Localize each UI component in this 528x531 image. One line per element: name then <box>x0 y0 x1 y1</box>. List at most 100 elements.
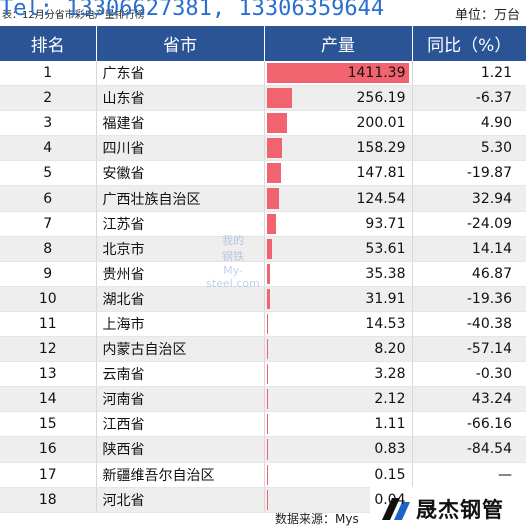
province-cell: 河北省 <box>96 487 265 513</box>
output-cell: 8.20 <box>264 336 413 363</box>
output-bar <box>266 489 268 510</box>
province-cell: 广东省 <box>96 61 265 87</box>
output-value: 200.01 <box>356 115 406 132</box>
data-source-label: 数据来源：Mys <box>275 512 359 526</box>
province-cell: 河南省 <box>96 386 265 413</box>
output-bar <box>266 213 276 234</box>
output-cell: 14.53 <box>264 311 413 338</box>
output-value: 1.11 <box>374 416 406 433</box>
rank-cell: 8 <box>0 236 97 262</box>
rank-cell: 16 <box>0 436 97 463</box>
table-row: 16 陕西省 0.83 -84.54 <box>0 436 526 463</box>
province-cell: 贵州省 <box>96 261 265 287</box>
output-value: 93.71 <box>365 215 406 232</box>
province-cell: 安徽省 <box>96 160 265 187</box>
yoy-cell: -24.09 <box>412 211 526 237</box>
table-row: 13 云南省 3.28 -0.30 <box>0 361 526 388</box>
yoy-cell: 4.90 <box>412 110 526 137</box>
rank-cell: 2 <box>0 85 97 112</box>
output-bar <box>266 263 271 284</box>
output-value: 8.20 <box>374 341 406 358</box>
yoy-cell: 32.94 <box>412 185 526 212</box>
output-cell: 31.91 <box>264 286 413 312</box>
province-cell: 内蒙古自治区 <box>96 336 265 363</box>
rank-cell: 3 <box>0 110 97 137</box>
province-cell: 江苏省 <box>96 211 265 237</box>
output-bar <box>266 188 279 209</box>
yoy-cell: — <box>412 462 526 488</box>
table-row: 1 广东省 1411.39 1.21 <box>0 61 526 87</box>
output-cell: 256.19 <box>264 85 413 112</box>
province-cell: 江西省 <box>96 411 265 438</box>
output-cell: 200.01 <box>264 110 413 137</box>
output-bar <box>266 63 409 84</box>
rank-cell: 11 <box>0 311 97 338</box>
logo-mark-icon <box>382 498 410 520</box>
table-row: 12 内蒙古自治区 8.20 -57.14 <box>0 336 526 363</box>
yoy-cell: -84.54 <box>412 436 526 463</box>
col-header-province: 省市 <box>96 26 265 61</box>
output-cell: 1411.39 <box>264 61 413 87</box>
province-cell: 北京市 <box>96 236 265 262</box>
table-row: 5 安徽省 147.81 -19.87 <box>0 160 526 187</box>
output-value: 124.54 <box>356 190 406 207</box>
rank-cell: 13 <box>0 361 97 388</box>
rank-cell: 7 <box>0 211 97 237</box>
yoy-cell: 5.30 <box>412 135 526 162</box>
output-value: 14.53 <box>365 315 406 332</box>
yoy-cell: 46.87 <box>412 261 526 287</box>
output-value: 0.83 <box>374 441 406 458</box>
output-bar <box>266 339 268 360</box>
output-bar <box>266 364 268 385</box>
table-row: 2 山东省 256.19 -6.37 <box>0 85 526 112</box>
yoy-cell: -6.37 <box>412 85 526 112</box>
output-cell: 158.29 <box>264 135 413 162</box>
output-bar <box>266 288 270 309</box>
province-cell: 云南省 <box>96 361 265 388</box>
top-caption-area: 表：12月分省市彩电产量排行榜 Tel: 13306627381, 133063… <box>0 0 528 26</box>
output-bar <box>266 439 268 460</box>
table-row: 10 湖北省 31.91 -19.36 <box>0 286 526 312</box>
yoy-cell: 1.21 <box>412 61 526 87</box>
output-bar <box>266 313 268 335</box>
yoy-cell: 14.14 <box>412 236 526 262</box>
table-row: 4 四川省 158.29 5.30 <box>0 135 526 162</box>
contact-overlay: Tel: 13306627381, 13306359644 <box>0 0 385 21</box>
yoy-cell: -57.14 <box>412 336 526 363</box>
table-caption: 表：12月分省市彩电产量排行榜 <box>2 10 145 21</box>
output-cell: 0.15 <box>264 462 413 488</box>
table-row: 3 福建省 200.01 4.90 <box>0 110 526 137</box>
yoy-cell: -19.36 <box>412 286 526 312</box>
output-bar <box>266 88 293 109</box>
output-value: 0.15 <box>374 466 406 483</box>
output-bar <box>266 414 268 435</box>
yoy-cell: -0.30 <box>412 361 526 388</box>
output-value: 2.12 <box>374 391 406 408</box>
output-bar <box>266 389 268 410</box>
output-value: 158.29 <box>356 140 406 157</box>
table-row: 11 上海市 14.53 -40.38 <box>0 311 526 338</box>
rank-cell: 5 <box>0 160 97 187</box>
table-row: 8 北京市 53.61 14.14 <box>0 236 526 262</box>
province-cell: 上海市 <box>96 311 265 338</box>
output-bar <box>266 138 283 159</box>
output-value: 35.38 <box>365 265 406 282</box>
col-header-rank: 排名 <box>0 26 97 61</box>
rank-cell: 4 <box>0 135 97 162</box>
rank-cell: 14 <box>0 386 97 413</box>
output-value: 53.61 <box>365 240 406 257</box>
logo-text: 晟杰钢管 <box>416 498 504 522</box>
rank-cell: 9 <box>0 261 97 287</box>
unit-label: 单位：万台 <box>454 8 520 23</box>
province-cell: 湖北省 <box>96 286 265 312</box>
table-row: 17 新疆维吾尔自治区 0.15 — <box>0 462 526 488</box>
yoy-cell: -19.87 <box>412 160 526 187</box>
output-value: 147.81 <box>356 165 406 182</box>
ranking-table: 排名 省市 产量 同比（%） 1 广东省 1411.39 1.21 2 山东省 256.19… <box>0 26 526 513</box>
output-bar <box>266 113 287 134</box>
province-cell: 陕西省 <box>96 436 265 463</box>
province-cell: 福建省 <box>96 110 265 137</box>
rank-cell: 15 <box>0 411 97 438</box>
output-value: 256.19 <box>356 90 406 107</box>
yoy-cell: -66.16 <box>412 411 526 438</box>
